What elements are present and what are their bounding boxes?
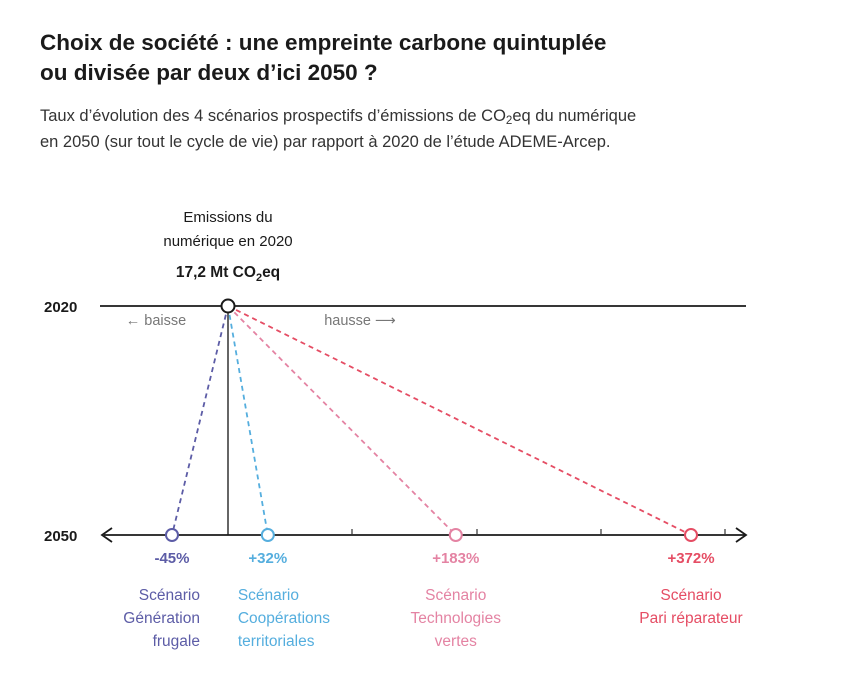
scenario-name-line: Technologies — [411, 610, 502, 627]
scenario-1: -45% Scénario Génération frugale — [123, 305, 229, 650]
axis-ticks — [351, 529, 726, 535]
subtitle-line-1a: Taux d’évolution des 4 scénarios prospec… — [40, 107, 506, 125]
axis-2050-right-arrow — [735, 527, 748, 543]
scenario-point — [684, 528, 698, 542]
baseline-label-line-1: Emissions du — [183, 209, 272, 226]
subtitle-line-2: en 2050 (sur tout le cycle de vie) par r… — [40, 133, 611, 151]
scenario-connector-line — [171, 305, 229, 536]
scenario-layer: -45% Scénario Génération frugale +32% Scénari… — [123, 305, 743, 650]
scenario-connector-line — [227, 305, 692, 536]
subtitle-subscript: 2 — [505, 115, 513, 128]
scenario-name-line: Scénario — [660, 587, 721, 604]
scenario-name-line: frugale — [153, 633, 200, 650]
scenario-value-label: +372% — [667, 550, 714, 567]
baseline-value-suffix: eq — [262, 264, 280, 281]
baseline-value-text: 17,2 Mt CO — [176, 264, 256, 281]
scenario-point — [164, 528, 179, 542]
scenario-name-line: Coopérations — [238, 610, 330, 627]
scenario-value-label: -45% — [154, 550, 189, 567]
baseline-label-line-2: numérique en 2020 — [163, 233, 292, 250]
scenario-name-line: Génération — [123, 610, 200, 627]
title-line-1: Choix de société : une empreinte carbone… — [40, 30, 607, 55]
scenario-value-label: +183% — [432, 550, 479, 567]
year-label-2020: 2020 — [44, 299, 77, 316]
scenario-value-label: +32% — [248, 550, 287, 567]
baseline-2020-point — [220, 298, 236, 314]
axis-2050-left-arrow — [100, 527, 113, 543]
direction-label-decrease: ← baisse — [126, 313, 186, 329]
scenario-name-line: Scénario — [425, 587, 486, 604]
title-line-2: ou divisée par deux d’ici 2050 ? — [40, 60, 378, 85]
scenario-name-line: Pari réparateur — [639, 610, 742, 627]
year-label-2050: 2050 — [44, 528, 77, 545]
scenario-connector-line — [227, 305, 457, 536]
scenario-name-line: Scénario — [238, 587, 299, 604]
chart-subtitle: Taux d’évolution des 4 scénarios prospec… — [40, 104, 810, 154]
scenario-3: +183% Scénario Technologies vertes — [227, 305, 502, 650]
scenario-name-line: Scénario — [139, 587, 200, 604]
baseline-value-subscript: 2 — [256, 272, 262, 284]
scenario-point — [260, 528, 275, 542]
scenario-4: +372% Scénario Pari réparateur — [227, 305, 743, 627]
scenario-connector-line — [227, 305, 269, 536]
scenario-point — [448, 528, 463, 542]
chart-title: Choix de société : une empreinte carbone… — [40, 28, 820, 88]
scenario-name-line: territoriales — [238, 633, 315, 650]
baseline-value-label: 17,2 Mt CO2eq — [176, 264, 280, 284]
subtitle-line-1b: eq du numérique — [512, 107, 637, 125]
direction-label-increase: hausse ⟶ — [324, 313, 396, 329]
scenario-2: +32% Scénario Coopérations territoriales — [227, 305, 330, 650]
scenario-name-line: vertes — [435, 633, 477, 650]
